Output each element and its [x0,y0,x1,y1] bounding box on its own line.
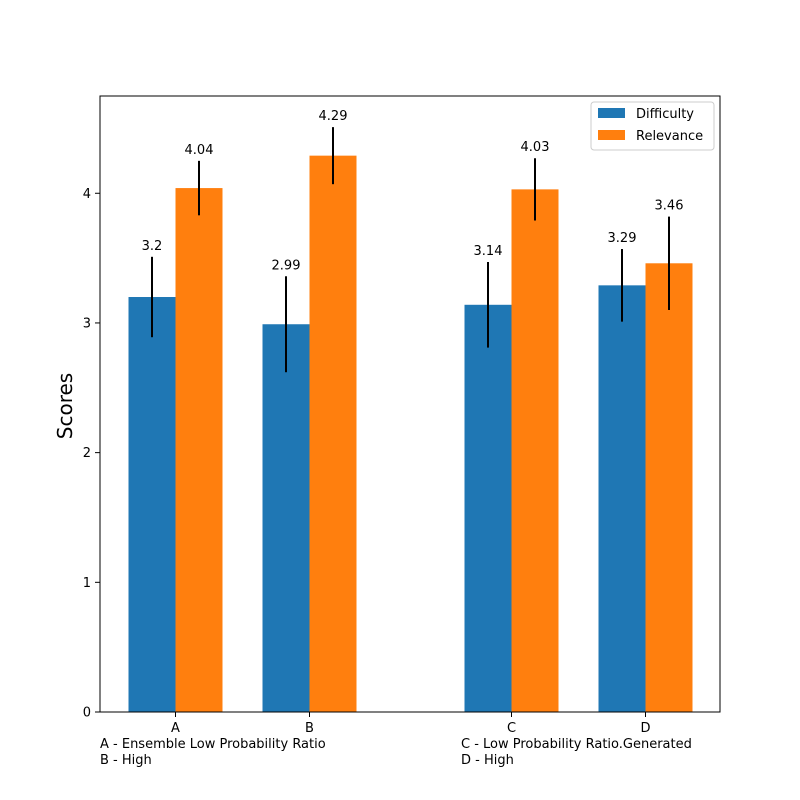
bar-relevance-a [175,188,223,712]
x-tick-label-a: A [171,721,180,736]
y-axis-label: Scores [53,373,77,439]
bar-difficulty-a [128,297,176,712]
bar-relevance-c [511,189,559,713]
bar-label-relevance-d: 3.46 [655,199,684,214]
bar-label-difficulty-b: 2.99 [272,258,301,273]
legend-label-difficulty: Difficulty [636,107,694,122]
bar-label-relevance-b: 4.29 [319,109,348,124]
bar-relevance-b [309,155,357,713]
bars-layer [128,155,693,713]
x-tick-label-b: B [305,721,314,736]
category-notes: A - Ensemble Low Probability Ratio B - H… [100,737,692,768]
bar-label-relevance-c: 4.03 [521,140,550,155]
legend-swatch-relevance [598,130,625,140]
bar-label-relevance-a: 4.04 [185,143,214,158]
bar-difficulty-b [262,324,310,712]
x-tick-label-d: D [640,721,650,736]
note-a: A - Ensemble Low Probability Ratio [100,737,326,752]
y-axis: 0 1 2 3 4 [83,187,100,721]
legend: Difficulty Relevance [590,101,715,151]
bar-difficulty-d [598,285,646,712]
y-tick-label-2: 2 [83,446,91,461]
y-tick-label-0: 0 [83,706,91,721]
note-c: C - Low Probability Ratio.Generated [461,737,692,752]
note-d: D - High [461,753,514,768]
bar-difficulty-c [464,304,512,712]
bar-label-difficulty-c: 3.14 [474,244,503,259]
bar-label-difficulty-d: 3.29 [608,231,637,246]
errorbars-layer [151,127,670,373]
note-b: B - High [100,753,152,768]
y-tick-label-4: 4 [83,187,91,202]
y-tick-label-1: 1 [83,576,91,591]
y-tick-label-3: 3 [83,316,91,331]
legend-label-relevance: Relevance [636,129,703,144]
bar-label-difficulty-a: 3.2 [142,239,163,254]
x-axis: A B C D [171,712,651,736]
plot-frame [99,95,721,713]
x-tick-label-c: C [507,721,516,736]
legend-swatch-difficulty [598,108,625,118]
bar-labels-layer: 3.2 2.99 3.14 3.29 4.04 4.29 4.03 3.46 [142,109,684,273]
bar-relevance-d [645,263,693,712]
